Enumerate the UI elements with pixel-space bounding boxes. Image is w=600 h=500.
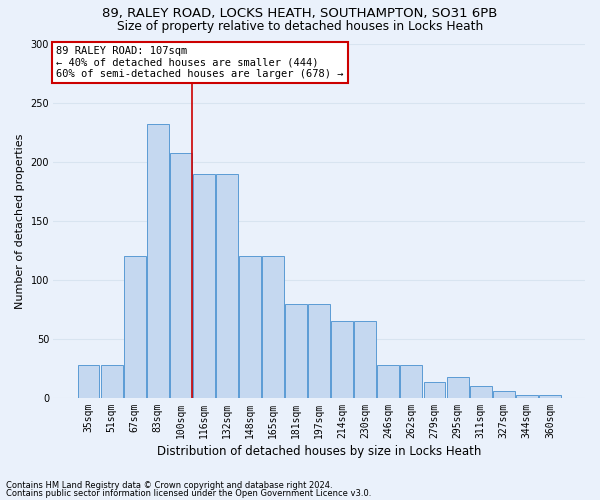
Bar <box>539 394 561 398</box>
Bar <box>400 365 422 398</box>
Text: 89 RALEY ROAD: 107sqm
← 40% of detached houses are smaller (444)
60% of semi-det: 89 RALEY ROAD: 107sqm ← 40% of detached … <box>56 46 344 79</box>
Bar <box>470 386 491 398</box>
Bar <box>424 382 445 398</box>
Text: Contains public sector information licensed under the Open Government Licence v3: Contains public sector information licen… <box>6 490 371 498</box>
X-axis label: Distribution of detached houses by size in Locks Heath: Distribution of detached houses by size … <box>157 444 481 458</box>
Bar <box>446 377 469 398</box>
Text: 89, RALEY ROAD, LOCKS HEATH, SOUTHAMPTON, SO31 6PB: 89, RALEY ROAD, LOCKS HEATH, SOUTHAMPTON… <box>103 8 497 20</box>
Y-axis label: Number of detached properties: Number of detached properties <box>15 134 25 309</box>
Bar <box>216 174 238 398</box>
Bar <box>493 391 515 398</box>
Bar <box>285 304 307 398</box>
Bar <box>239 256 261 398</box>
Bar <box>170 152 192 398</box>
Bar <box>124 256 146 398</box>
Bar <box>308 304 330 398</box>
Text: Size of property relative to detached houses in Locks Heath: Size of property relative to detached ho… <box>117 20 483 33</box>
Bar <box>355 322 376 398</box>
Bar <box>77 365 100 398</box>
Bar <box>101 365 122 398</box>
Bar <box>516 394 538 398</box>
Bar <box>331 322 353 398</box>
Bar <box>262 256 284 398</box>
Bar <box>193 174 215 398</box>
Text: Contains HM Land Registry data © Crown copyright and database right 2024.: Contains HM Land Registry data © Crown c… <box>6 481 332 490</box>
Bar <box>147 124 169 398</box>
Bar <box>377 365 400 398</box>
